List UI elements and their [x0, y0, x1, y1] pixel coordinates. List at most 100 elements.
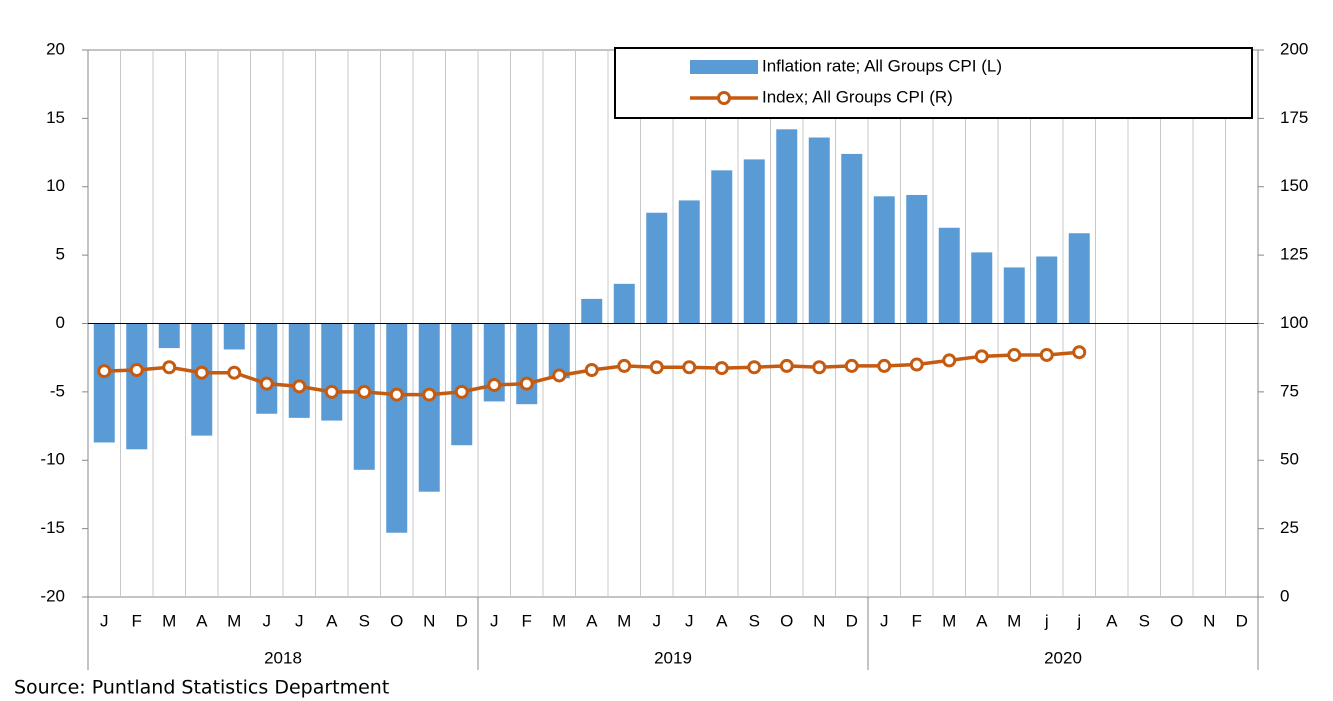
marker [552, 368, 567, 383]
y-tick-label: 5 [56, 245, 65, 264]
x-tick-label: N [1203, 611, 1215, 630]
bar [93, 323, 115, 443]
marker [877, 358, 892, 373]
x-tick-label: M [1007, 611, 1021, 630]
x-tick-label: A [326, 611, 338, 630]
y-tick-label: -5 [50, 381, 65, 400]
marker [844, 358, 859, 373]
x-tick-label: M [552, 611, 566, 630]
marker [389, 387, 404, 402]
x-tick-label: D [456, 611, 468, 630]
bar [158, 323, 180, 349]
marker [324, 384, 339, 399]
marker [617, 358, 632, 373]
legend-marker [717, 91, 731, 105]
bar [678, 200, 700, 324]
y2-tick-label: 125 [1280, 245, 1308, 264]
x-tick-label: J [100, 611, 109, 630]
x-tick-label: M [617, 611, 631, 630]
bar [1068, 233, 1090, 324]
marker [487, 378, 502, 393]
marker [422, 387, 437, 402]
x-tick-label: D [846, 611, 858, 630]
x-tick-label: A [716, 611, 728, 630]
y-tick-label: 0 [56, 313, 65, 332]
x-tick-label: F [912, 611, 922, 630]
marker [1072, 345, 1087, 360]
legend-label: Index; All Groups CPI (R) [762, 87, 953, 106]
y2-tick-label: 75 [1280, 381, 1299, 400]
source: Source: Puntland Statistics Department [14, 677, 389, 699]
x-tick-label: D [1236, 611, 1248, 630]
x-tick-label: N [813, 611, 825, 630]
marker [812, 360, 827, 375]
legend-box [614, 47, 1253, 119]
marker [714, 361, 729, 376]
year-label: 2020 [1044, 648, 1082, 667]
bar [548, 323, 570, 379]
marker [584, 362, 599, 377]
marker [97, 364, 112, 379]
x-tick-label: S [359, 611, 370, 630]
y2-tick-label: 25 [1280, 518, 1299, 537]
year-label: 2018 [264, 648, 302, 667]
x-tick-label: F [522, 611, 532, 630]
marker [974, 349, 989, 364]
x-tick-label: A [196, 611, 208, 630]
y2-tick-label: 150 [1280, 176, 1308, 195]
x-tick-label: M [942, 611, 956, 630]
y2-tick-label: 175 [1280, 108, 1308, 127]
marker [454, 384, 469, 399]
bar [386, 323, 408, 533]
bar [743, 159, 765, 324]
marker [227, 365, 242, 380]
marker [942, 353, 957, 368]
x-tick-label: A [1106, 611, 1118, 630]
x-tick-label: A [586, 611, 598, 630]
marker [779, 358, 794, 373]
legend-swatch [690, 60, 758, 74]
bar [906, 194, 928, 324]
bar [581, 298, 603, 324]
marker [259, 376, 274, 391]
x-tick-label: O [390, 611, 403, 630]
bar [711, 170, 733, 324]
marker [1039, 347, 1054, 362]
y2-tick-label: 200 [1280, 39, 1308, 58]
marker [649, 360, 664, 375]
x-tick-label: M [227, 611, 241, 630]
x-tick-label: j [1044, 611, 1049, 630]
bar [1003, 267, 1025, 324]
bar [646, 212, 668, 324]
x-tick-label: O [1170, 611, 1183, 630]
x-tick-label: N [423, 611, 435, 630]
bar [256, 323, 278, 414]
marker [129, 362, 144, 377]
x-tick-label: S [749, 611, 760, 630]
bar [223, 323, 245, 350]
bar [321, 323, 343, 421]
year-label: 2019 [654, 648, 692, 667]
bar [808, 137, 830, 324]
y-tick-label: 20 [46, 39, 65, 58]
x-tick-label: M [162, 611, 176, 630]
y2-tick-label: 100 [1280, 313, 1308, 332]
marker [747, 360, 762, 375]
bar [126, 323, 148, 450]
y2-tick-label: 50 [1280, 450, 1299, 469]
x-tick-label: O [780, 611, 793, 630]
bar [516, 323, 538, 405]
y-tick-label: 15 [46, 108, 65, 127]
bar [418, 323, 440, 492]
y2-tick-label: 0 [1280, 586, 1289, 605]
marker [292, 379, 307, 394]
y-tick-label: -10 [40, 450, 65, 469]
x-tick-label: F [132, 611, 142, 630]
marker [162, 360, 177, 375]
x-tick-label: J [653, 611, 662, 630]
bar [938, 227, 960, 324]
x-tick-label: J [263, 611, 272, 630]
bar [841, 153, 863, 324]
marker [519, 376, 534, 391]
x-tick-label: j [1076, 611, 1081, 630]
